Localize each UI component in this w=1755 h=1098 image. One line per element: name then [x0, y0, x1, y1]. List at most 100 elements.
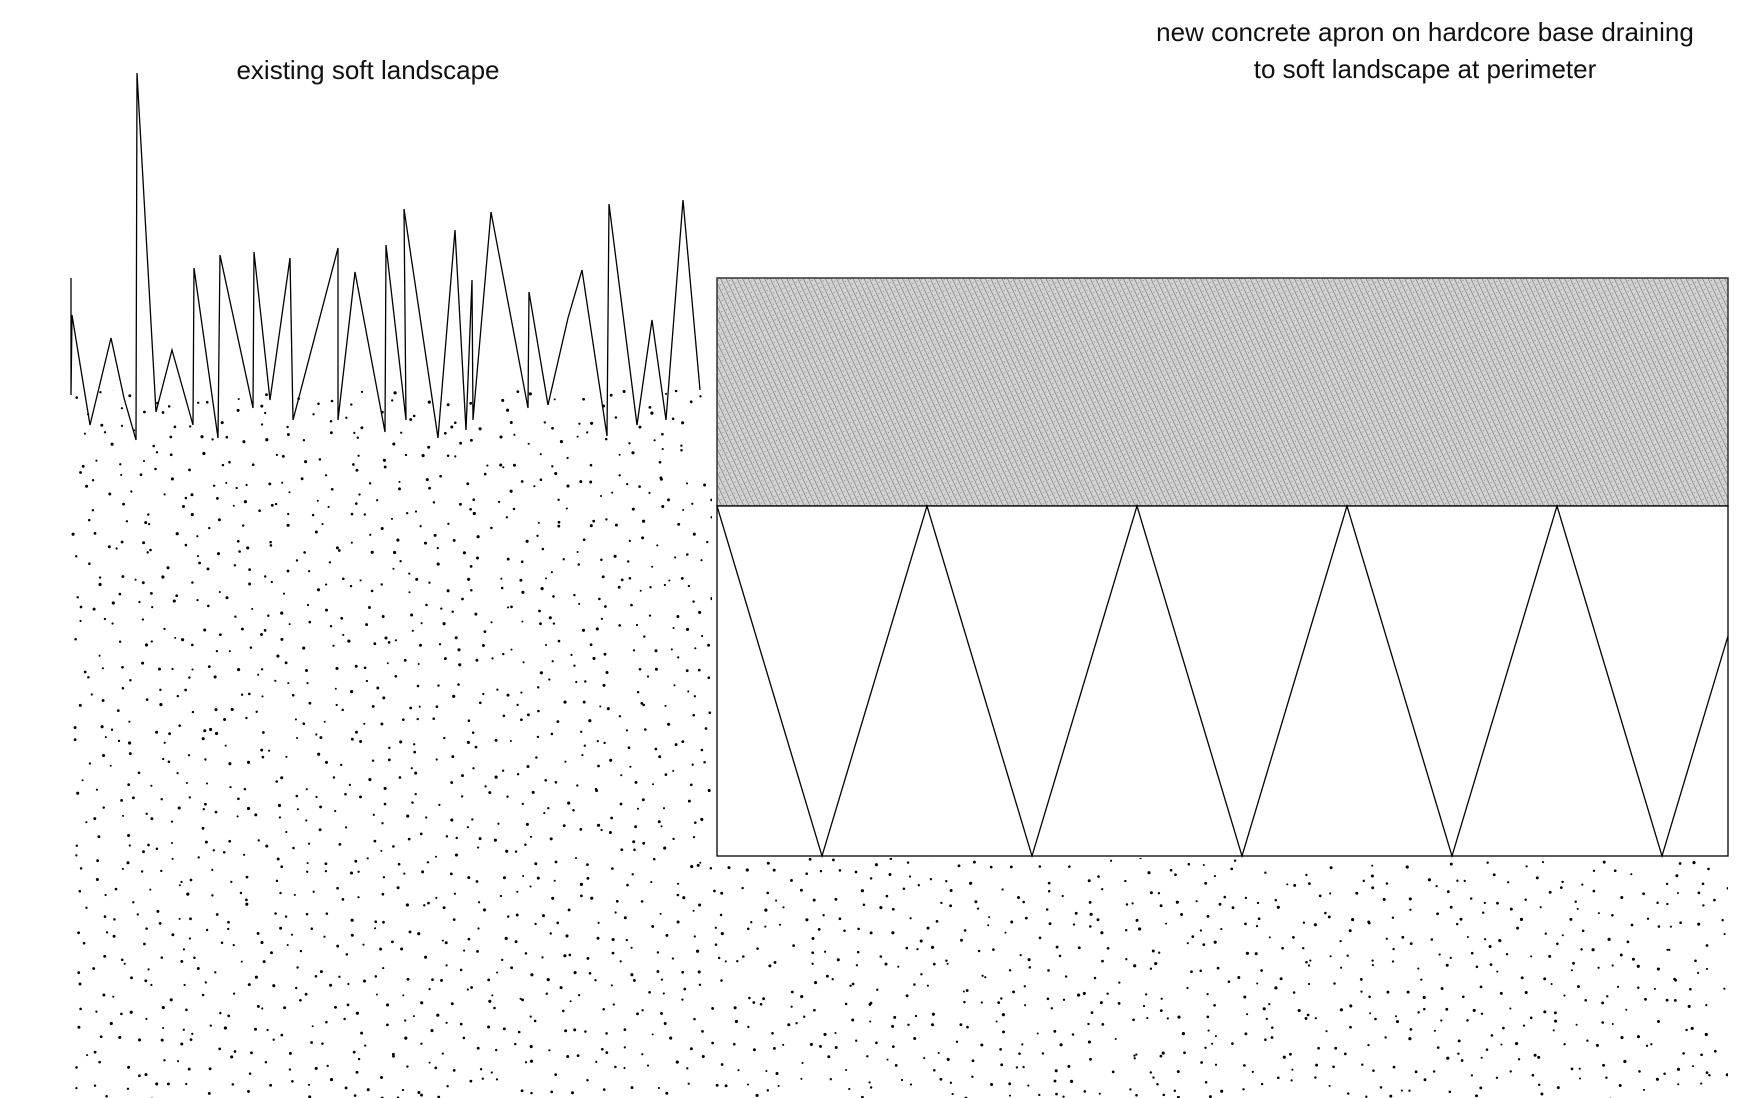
soil-dot — [1616, 985, 1620, 988]
soil-dot — [720, 979, 723, 982]
soil-dot — [709, 867, 713, 870]
soil-dot — [1233, 859, 1237, 862]
soil-dot — [860, 1095, 864, 1098]
soil-dot — [960, 938, 963, 942]
soil-dot — [573, 971, 577, 975]
soil-dot — [1689, 987, 1692, 991]
soil-dot — [1642, 1088, 1646, 1091]
soil-dot — [379, 947, 383, 951]
soil-dot — [1480, 1012, 1484, 1015]
soil-dot — [1705, 1003, 1708, 1007]
soil-dot — [900, 1078, 904, 1082]
soil-dot — [306, 870, 309, 873]
soil-dot — [314, 974, 318, 978]
soil-dot — [1145, 993, 1148, 996]
soil-dot — [506, 606, 510, 609]
soil-dot — [1544, 932, 1547, 935]
soil-dot — [1046, 997, 1050, 1001]
soil-dot — [1409, 1028, 1413, 1031]
soil-dot — [428, 1061, 431, 1064]
soil-dot — [1045, 908, 1049, 911]
soil-dot — [454, 636, 458, 640]
soil-dot — [147, 843, 150, 847]
soil-dot — [521, 590, 525, 594]
soil-dot — [1563, 994, 1566, 997]
soil-dot — [752, 1001, 756, 1004]
soil-dot — [409, 706, 413, 710]
soil-dot — [81, 464, 85, 468]
soil-dot — [459, 441, 463, 445]
soil-dot — [401, 1088, 405, 1092]
soil-dot — [1414, 1070, 1418, 1074]
soil-dot — [393, 550, 397, 555]
soil-dot — [692, 713, 696, 717]
soil-dot — [1409, 942, 1413, 945]
soil-dot — [229, 785, 232, 789]
soil-dot — [466, 482, 470, 486]
soil-dot — [427, 901, 430, 905]
soil-dot — [1420, 978, 1423, 981]
soil-dot — [327, 505, 330, 508]
soil-dot — [672, 626, 675, 630]
soil-dot — [249, 646, 253, 649]
soil-dot — [474, 745, 478, 749]
soil-dot — [648, 614, 652, 617]
soil-dot — [391, 940, 394, 944]
soil-dot — [1101, 959, 1104, 963]
soil-dot — [1417, 1011, 1420, 1014]
soil-dot — [609, 758, 613, 762]
soil-dot — [81, 779, 84, 782]
soil-dot — [1741, 1041, 1743, 1043]
soil-dot — [627, 746, 631, 750]
soil-dot — [1281, 946, 1284, 950]
soil-dot — [519, 578, 523, 582]
soil-dot — [1607, 937, 1611, 941]
soil-dot — [408, 930, 412, 934]
soil-dot — [1061, 894, 1064, 898]
soil-dot — [712, 449, 715, 452]
soil-dot — [509, 421, 513, 424]
soil-dot — [634, 825, 638, 829]
soil-dot — [207, 604, 210, 608]
soil-dot — [1676, 891, 1679, 895]
soil-dot — [346, 1003, 350, 1007]
soil-dot — [893, 1015, 897, 1019]
soil-dot — [335, 546, 339, 550]
soil-dot — [356, 436, 359, 439]
soil-dot — [225, 481, 228, 484]
soil-dot — [720, 891, 724, 895]
soil-dot — [344, 792, 347, 796]
soil-dot — [1181, 1032, 1185, 1036]
soil-dot — [913, 983, 916, 986]
soil-dot — [1725, 1073, 1728, 1077]
soil-dot — [1569, 917, 1573, 921]
soil-dot — [521, 998, 524, 1002]
soil-dot — [766, 1089, 770, 1092]
soil-dot — [879, 906, 883, 910]
soil-dot — [694, 647, 697, 650]
soil-dot — [509, 739, 512, 743]
soil-dot — [476, 556, 479, 560]
soil-dot — [1561, 934, 1564, 937]
soil-dot — [119, 463, 122, 466]
soil-dot — [537, 521, 540, 524]
soil-dot — [304, 992, 308, 996]
soil-dot — [240, 693, 244, 696]
soil-dot — [357, 896, 360, 899]
soil-dot — [548, 616, 552, 620]
soil-dot — [275, 879, 279, 883]
soil-dot — [471, 818, 474, 821]
soil-dot — [600, 495, 602, 497]
soil-dot — [1591, 948, 1595, 952]
soil-dot — [646, 1064, 650, 1067]
soil-dot — [664, 704, 667, 707]
soil-dot — [1306, 1013, 1310, 1017]
soil-dot — [1129, 1088, 1132, 1091]
soil-dot — [197, 856, 200, 859]
soil-dot — [341, 708, 344, 712]
soil-dot — [1384, 1036, 1387, 1039]
soil-dot — [284, 661, 288, 665]
soil-dot — [326, 1064, 329, 1068]
soil-dot — [554, 781, 558, 784]
soil-dot — [349, 584, 353, 588]
